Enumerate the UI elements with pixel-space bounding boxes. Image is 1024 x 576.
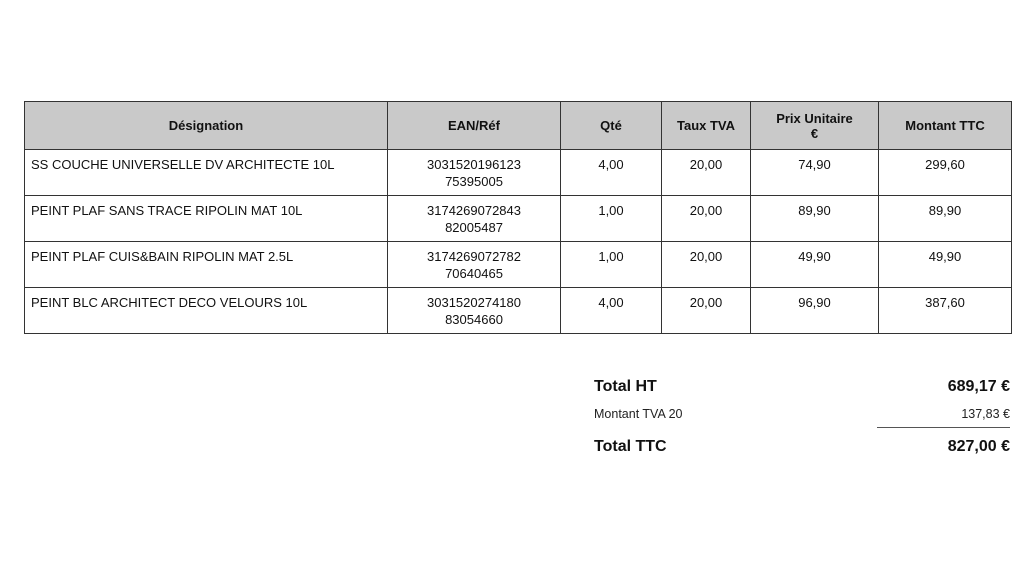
ref: 82005487	[445, 220, 503, 235]
cell-amount-ttc: 89,90	[878, 195, 1012, 242]
cell-vat-rate: 20,00	[661, 195, 751, 242]
ean: 3174269072782	[427, 249, 521, 264]
cell-amount-ttc: 299,60	[878, 149, 1012, 196]
total-ttc-value: 827,00 €	[947, 438, 1010, 455]
cell-ean-ref: 3031520196123 75395005	[387, 149, 561, 196]
cell-amount-ttc: 387,60	[878, 287, 1012, 334]
cell-qty: 1,00	[560, 195, 662, 242]
cell-qty: 4,00	[560, 149, 662, 196]
header-qty: Qté	[560, 101, 662, 150]
header-unit-price: Prix Unitaire €	[750, 101, 879, 150]
total-ttc-label: Total TTC	[594, 438, 667, 455]
cell-vat-rate: 20,00	[661, 149, 751, 196]
cell-amount-ttc: 49,90	[878, 241, 1012, 288]
cell-ean-ref: 3174269072782 70640465	[387, 241, 561, 288]
table-row: PEINT BLC ARCHITECT DECO VELOURS 10L 303…	[24, 287, 1012, 334]
cell-unit-price: 49,90	[750, 241, 879, 288]
total-ht-row: Total HT 689,17 €	[594, 378, 1010, 396]
total-ttc-row: Total TTC 827,00 €	[594, 438, 1010, 456]
cell-vat-rate: 20,00	[661, 287, 751, 334]
total-ht-value: 689,17 €	[947, 378, 1010, 395]
header-ean-ref: EAN/Réf	[387, 101, 561, 150]
table-row: PEINT PLAF SANS TRACE RIPOLIN MAT 10L 31…	[24, 195, 1012, 242]
header-designation: Désignation	[24, 101, 388, 150]
vat-amount-value: 137,83 €	[961, 407, 1010, 421]
ean: 3031520196123	[427, 157, 521, 172]
table-row: SS COUCHE UNIVERSELLE DV ARCHITECTE 10L …	[24, 149, 1012, 196]
vat-amount-label: Montant TVA 20	[594, 407, 683, 421]
ref: 75395005	[445, 174, 503, 189]
ref: 70640465	[445, 266, 503, 281]
table-header-row: Désignation EAN/Réf Qté Taux TVA Prix Un…	[24, 101, 1012, 150]
header-amount-ttc: Montant TTC	[878, 101, 1012, 150]
cell-ean-ref: 3031520274180 83054660	[387, 287, 561, 334]
ean: 3031520274180	[427, 295, 521, 310]
invoice-lines-table: Désignation EAN/Réf Qté Taux TVA Prix Un…	[24, 101, 1012, 334]
cell-qty: 4,00	[560, 287, 662, 334]
vat-amount-row: Montant TVA 20 137,83 €	[594, 407, 1010, 421]
cell-designation: PEINT PLAF CUIS&BAIN RIPOLIN MAT 2.5L	[24, 241, 388, 288]
cell-unit-price: 89,90	[750, 195, 879, 242]
cell-unit-price: 96,90	[750, 287, 879, 334]
cell-designation: SS COUCHE UNIVERSELLE DV ARCHITECTE 10L	[24, 149, 388, 196]
cell-qty: 1,00	[560, 241, 662, 288]
cell-vat-rate: 20,00	[661, 241, 751, 288]
cell-ean-ref: 3174269072843 82005487	[387, 195, 561, 242]
cell-designation: PEINT PLAF SANS TRACE RIPOLIN MAT 10L	[24, 195, 388, 242]
cell-designation: PEINT BLC ARCHITECT DECO VELOURS 10L	[24, 287, 388, 334]
table-row: PEINT PLAF CUIS&BAIN RIPOLIN MAT 2.5L 31…	[24, 241, 1012, 288]
total-ht-label: Total HT	[594, 378, 657, 395]
header-vat-rate: Taux TVA	[661, 101, 751, 150]
ref: 83054660	[445, 312, 503, 327]
cell-unit-price: 74,90	[750, 149, 879, 196]
totals-divider	[877, 427, 1010, 428]
ean: 3174269072843	[427, 203, 521, 218]
